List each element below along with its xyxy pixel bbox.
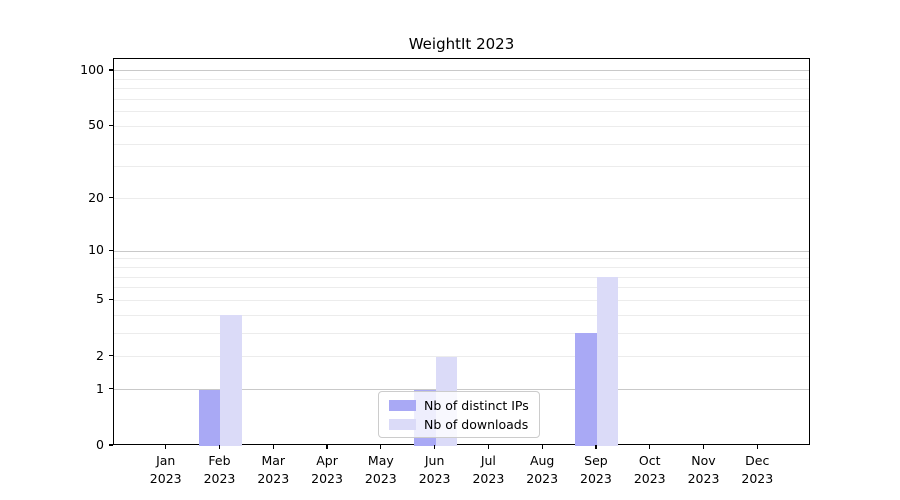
- x-axis-tick: [165, 445, 167, 449]
- legend-swatch-downloads-icon: [389, 418, 416, 430]
- x-axis-tick: [541, 445, 543, 449]
- x-axis-tick-label: Feb 2023: [203, 453, 236, 486]
- gridline: [114, 166, 809, 168]
- y-axis-tick-label: 20: [88, 189, 104, 205]
- legend-label-downloads: Nb of downloads: [424, 416, 529, 432]
- x-axis-tick-label: Sep 2023: [580, 453, 612, 486]
- gridline: [114, 125, 809, 127]
- legend: Nb of distinct IPs Nb of downloads: [378, 391, 540, 438]
- y-axis-tick: [109, 249, 113, 251]
- gridline: [114, 276, 809, 278]
- x-axis-tick-label: Jul 2023: [472, 453, 505, 486]
- y-axis-tick-label: 50: [88, 117, 104, 133]
- y-axis-tick: [109, 196, 113, 199]
- gridline: [114, 299, 809, 301]
- bar-feb-downloads: [220, 315, 242, 446]
- gridline: [114, 111, 809, 113]
- legend-swatch-distinct-ips-icon: [389, 399, 416, 411]
- x-axis-tick: [487, 445, 489, 449]
- x-axis-tick: [434, 445, 436, 449]
- x-axis-tick-label: Aug 2023: [526, 453, 559, 486]
- x-axis-tick: [218, 445, 221, 449]
- bar-sep-downloads: [596, 277, 619, 446]
- y-axis-tick: [109, 355, 113, 357]
- x-axis-tick: [380, 445, 382, 449]
- gridline: [114, 258, 809, 260]
- x-axis-tick-label: Jun 2023: [418, 453, 451, 486]
- x-axis-tick: [326, 445, 328, 449]
- legend-label-distinct-ips: Nb of distinct IPs: [424, 397, 529, 413]
- gridline: [114, 70, 809, 72]
- legend-item-downloads: Nb of downloads: [389, 416, 529, 432]
- y-axis-tick-label: 100: [80, 61, 104, 77]
- x-axis-tick: [649, 445, 651, 449]
- gridline: [114, 99, 809, 101]
- y-axis-tick: [109, 124, 113, 127]
- gridline: [114, 314, 809, 316]
- y-axis-tick: [109, 388, 113, 390]
- y-axis-tick: [109, 69, 113, 71]
- x-axis-tick-label: Oct 2023: [633, 453, 666, 486]
- y-axis-tick: [109, 444, 113, 446]
- gridline: [114, 332, 809, 334]
- gridline: [114, 266, 809, 268]
- plot-area: [113, 58, 810, 446]
- y-axis-tick-label: 5: [96, 291, 104, 307]
- y-axis-tick-label: 2: [96, 347, 104, 363]
- bar-sep-distinct-ips: [575, 333, 597, 446]
- gridline: [114, 389, 809, 391]
- bar-feb-distinct-ips: [198, 389, 221, 446]
- x-axis-tick: [702, 445, 705, 449]
- x-axis-tick-label: May 2023: [364, 453, 397, 486]
- y-axis-tick-label: 1: [96, 380, 104, 396]
- x-axis-tick-label: Apr 2023: [311, 453, 343, 486]
- gridline: [114, 78, 809, 80]
- gridline: [114, 287, 809, 289]
- y-axis-tick-label: 0: [96, 437, 104, 452]
- x-axis-tick-label: Nov 2023: [687, 453, 720, 486]
- gridline: [114, 250, 809, 252]
- x-axis-tick: [756, 445, 758, 449]
- x-axis-tick-label: Dec 2023: [741, 453, 774, 486]
- x-axis-tick: [595, 445, 597, 449]
- gridline: [114, 198, 809, 200]
- y-axis-tick-label: 10: [88, 242, 104, 258]
- gridline: [114, 143, 809, 145]
- gridline: [114, 88, 809, 90]
- legend-item-distinct-ips: Nb of distinct IPs: [389, 397, 529, 413]
- x-axis-tick-label: Jan 2023: [149, 453, 182, 486]
- x-axis-tick-label: Mar 2023: [257, 453, 290, 486]
- x-axis-tick: [272, 445, 274, 449]
- gridline: [114, 356, 809, 358]
- y-axis-tick: [109, 298, 113, 300]
- chart-title: WeightIt 2023: [408, 35, 515, 53]
